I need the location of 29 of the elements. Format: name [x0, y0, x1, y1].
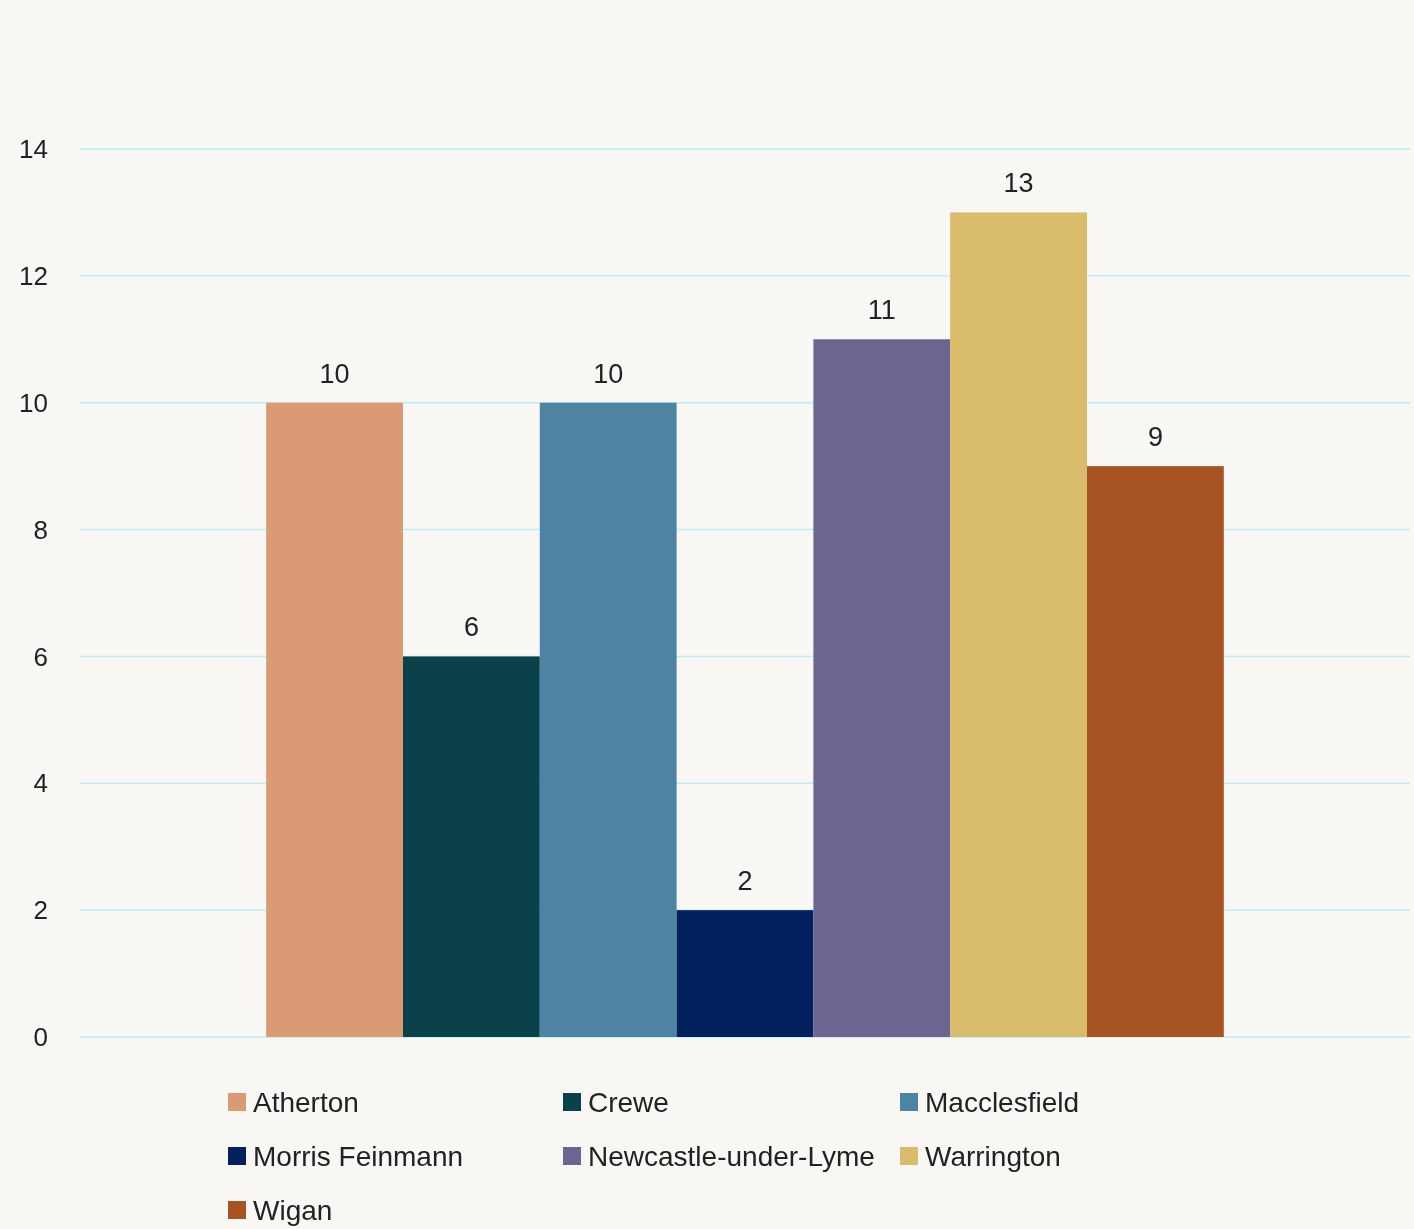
bar: [539, 402, 677, 1037]
data-label: 6: [463, 612, 479, 643]
data-label: 2: [737, 866, 753, 897]
y-tick-label: 8: [33, 514, 48, 545]
y-tick-label: 4: [33, 768, 48, 799]
y-tick-label: 14: [19, 134, 48, 165]
y-tick-label: 2: [33, 895, 48, 926]
y-tick-label: 6: [33, 641, 48, 672]
legend-label: Macclesfield: [925, 1086, 1080, 1118]
bar: [1087, 466, 1224, 1037]
bar: [403, 656, 540, 1037]
legend-label: Warrington: [925, 1140, 1061, 1172]
legend-label: Wigan: [253, 1194, 333, 1226]
bar: [266, 402, 403, 1037]
data-label: 9: [1147, 422, 1163, 453]
data-label: 11: [867, 295, 896, 326]
y-tick-label: 0: [33, 1022, 48, 1053]
data-label: 10: [319, 358, 350, 389]
bar: [813, 339, 951, 1037]
data-label: 13: [1003, 168, 1034, 199]
bar: [950, 212, 1087, 1037]
bar: [676, 910, 814, 1037]
legend-label: Newcastle-under-Lyme: [588, 1140, 875, 1172]
y-tick-label: 10: [19, 387, 48, 418]
legend-label: Atherton: [253, 1086, 359, 1118]
legend-label: Crewe: [588, 1086, 669, 1118]
y-tick-label: 12: [19, 260, 48, 291]
data-label: 10: [593, 358, 624, 389]
legend-label: Morris Feinmann: [253, 1140, 464, 1172]
